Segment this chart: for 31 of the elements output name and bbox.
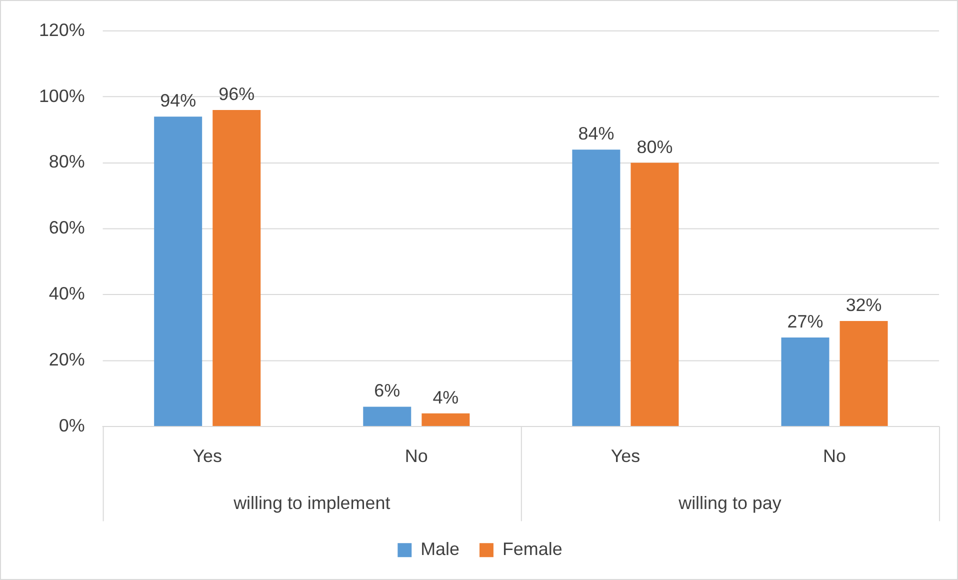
y-tick-label: 120% xyxy=(38,20,85,40)
bar xyxy=(212,110,261,426)
y-tick-label: 40% xyxy=(48,284,85,304)
x-tick-label: No xyxy=(404,446,428,466)
y-tick-label: 20% xyxy=(48,350,85,370)
data-label: 96% xyxy=(218,84,255,104)
bar xyxy=(840,321,888,426)
data-label: 32% xyxy=(846,295,882,316)
y-tick-label: 0% xyxy=(58,415,85,436)
y-tick-label: 100% xyxy=(38,86,85,106)
x-tick-label: No xyxy=(823,446,846,466)
bar xyxy=(781,338,830,426)
data-label: 84% xyxy=(578,124,614,144)
bar xyxy=(572,150,620,426)
text: willing to pay xyxy=(678,493,782,514)
data-label: 27% xyxy=(787,312,824,332)
x-tick-label: Yes xyxy=(610,446,640,466)
text: willing to implement xyxy=(232,493,390,514)
y-tick-label: 80% xyxy=(48,152,85,172)
x-tick-label: Yes xyxy=(192,446,222,466)
bar xyxy=(630,162,679,426)
legend-label: Female xyxy=(502,539,562,560)
bar xyxy=(154,116,202,426)
data-label: 94% xyxy=(160,90,196,111)
y-tick-label: 60% xyxy=(48,218,85,238)
data-label: 6% xyxy=(374,380,400,401)
legend-label: Male xyxy=(420,539,460,560)
data-label: 4% xyxy=(432,387,459,408)
bar xyxy=(422,413,470,426)
bar xyxy=(363,406,412,426)
data-label: 80% xyxy=(636,136,673,157)
